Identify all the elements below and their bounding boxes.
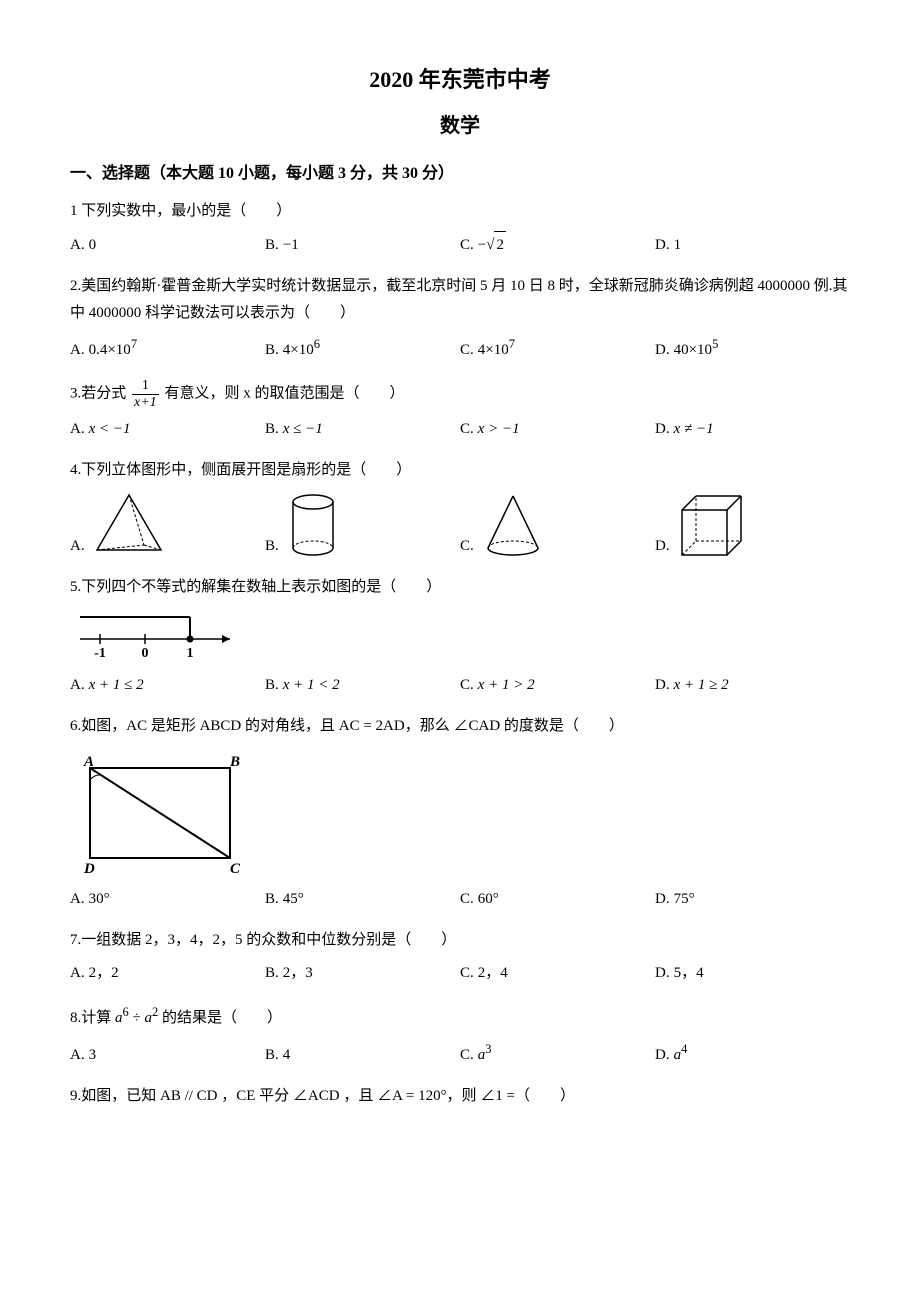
- q4-options: A. B. C. D.: [70, 490, 850, 560]
- q5-numberline: -1 0 1: [70, 609, 850, 664]
- q3-opt-c: C.x > −1: [460, 416, 655, 443]
- q6-opt-b: B.45°: [265, 886, 460, 913]
- q2-opt-a: A.0.4×107: [70, 333, 265, 364]
- q6-text: 6.如图，AC 是矩形 ABCD 的对角线，且 AC = 2AD，那么 ∠CAD…: [70, 713, 850, 740]
- q5-opt-c: C.x + 1 > 2: [460, 672, 655, 699]
- pyramid-icon: [89, 490, 169, 560]
- tick-1: 1: [187, 646, 194, 661]
- q5-opt-a: A.x + 1 ≤ 2: [70, 672, 265, 699]
- q3-text: 3.若分式 1 x+1 有意义，则 x 的取值范围是（ ）: [70, 378, 850, 410]
- q1-opt-d: D.1: [655, 231, 850, 259]
- q4-opt-a: A.: [70, 490, 265, 560]
- q4-text: 4.下列立体图形中，侧面展开图是扇形的是（ ）: [70, 457, 850, 484]
- q6-opt-c: C.60°: [460, 886, 655, 913]
- q8-opt-b: B.4: [265, 1038, 460, 1069]
- q4-opt-b: B.: [265, 490, 460, 560]
- q3-opt-d: D.x ≠ −1: [655, 416, 850, 443]
- q2-opt-c: C.4×107: [460, 333, 655, 364]
- q6-opt-d: D.75°: [655, 886, 850, 913]
- q7-opt-d: D.5，4: [655, 960, 850, 987]
- tick-neg1: -1: [94, 646, 106, 661]
- q3-opt-a: A.x < −1: [70, 416, 265, 443]
- q3-opt-b: B.x ≤ −1: [265, 416, 460, 443]
- q5-options: A.x + 1 ≤ 2 B.x + 1 < 2 C.x + 1 > 2 D.x …: [70, 672, 850, 699]
- q8-opt-d: D.a4: [655, 1038, 850, 1069]
- q8-opt-c: C.a3: [460, 1038, 655, 1069]
- q1-opt-a: A.0: [70, 231, 265, 259]
- q7-opt-b: B.2，3: [265, 960, 460, 987]
- q5-opt-d: D.x + 1 ≥ 2: [655, 672, 850, 699]
- q2-options: A.0.4×107 B.4×106 C.4×107 D.40×105: [70, 333, 850, 364]
- q2-opt-d: D.40×105: [655, 333, 850, 364]
- q7-opt-c: C.2，4: [460, 960, 655, 987]
- sqrt-icon: [486, 237, 492, 253]
- tick-0: 0: [142, 646, 149, 661]
- label-C: C: [230, 861, 241, 877]
- q7-options: A.2，2 B.2，3 C.2，4 D.5，4: [70, 960, 850, 987]
- q6-options: A.30° B.45° C.60° D.75°: [70, 886, 850, 913]
- q2-opt-b: B.4×106: [265, 333, 460, 364]
- cylinder-icon: [283, 490, 343, 560]
- title-main: 2020 年东莞市中考: [70, 60, 850, 100]
- q5-text: 5.下列四个不等式的解集在数轴上表示如图的是（ ）: [70, 574, 850, 601]
- q8-options: A.3 B.4 C.a3 D.a4: [70, 1038, 850, 1069]
- q1-opt-b: B.−1: [265, 231, 460, 259]
- q3-options: A.x < −1 B.x ≤ −1 C.x > −1 D.x ≠ −1: [70, 416, 850, 443]
- q8-text: 8.计算 a6 ÷ a2 的结果是（ ）: [70, 1001, 850, 1032]
- q9-text: 9.如图，已知 AB // CD ，CE 平分 ∠ACD ，且 ∠A = 120…: [70, 1083, 850, 1110]
- q5-opt-b: B.x + 1 < 2: [265, 672, 460, 699]
- label-A: A: [83, 754, 94, 770]
- cube-icon: [674, 490, 749, 560]
- q1-text: 1 下列实数中，最小的是（ ）: [70, 198, 850, 225]
- title-sub: 数学: [70, 108, 850, 144]
- q6-opt-a: A.30°: [70, 886, 265, 913]
- q3-fraction: 1 x+1: [132, 378, 159, 410]
- q1-opt-c: C.−2: [460, 231, 655, 259]
- q7-text: 7.一组数据 2，3，4，2，5 的众数和中位数分别是（ ）: [70, 927, 850, 954]
- cone-icon: [478, 490, 548, 560]
- q8-opt-a: A.3: [70, 1038, 265, 1069]
- q4-opt-d: D.: [655, 490, 850, 560]
- q4-opt-c: C.: [460, 490, 655, 560]
- q7-opt-a: A.2，2: [70, 960, 265, 987]
- q2-text: 2.美国约翰斯·霍普金斯大学实时统计数据显示，截至北京时间 5 月 10 日 8…: [70, 273, 850, 327]
- q1-options: A.0 B.−1 C.−2 D.1: [70, 231, 850, 259]
- label-D: D: [83, 861, 95, 877]
- label-B: B: [229, 754, 240, 770]
- section-title: 一、选择题（本大题 10 小题，每小题 3 分，共 30 分）: [70, 160, 850, 189]
- q6-rectangle: A B C D: [70, 748, 850, 878]
